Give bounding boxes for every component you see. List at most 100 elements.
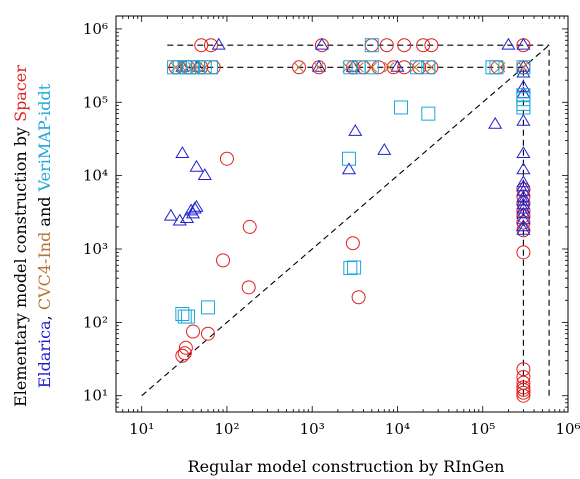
y-tick-label: 10²	[83, 313, 108, 331]
verimap-iddt-point	[203, 60, 218, 75]
verimap-iddt-point	[421, 60, 436, 75]
y-title-part: ,	[35, 310, 54, 320]
cvc4-ind-point	[383, 62, 395, 73]
spacer-point	[379, 38, 394, 53]
y-axis-title: Elementary model construction by Spacer …	[11, 65, 54, 407]
eldarica-point	[516, 193, 531, 206]
eldarica-point	[516, 59, 531, 72]
y-title-part: Eldarica	[35, 320, 54, 388]
verimap-iddt-point	[341, 151, 356, 166]
cvc4-ind-point	[187, 62, 199, 73]
cvc4-ind-point	[518, 62, 529, 73]
eldarica-point	[516, 184, 531, 197]
cvc4-ind-point	[192, 62, 203, 73]
verimap-iddt-point	[364, 60, 379, 75]
eldarica-point	[516, 175, 531, 188]
verimap-iddt-point	[343, 261, 358, 276]
x-tick-label: 10²	[214, 420, 239, 438]
y-title-part: CVC4-Ind	[35, 232, 54, 311]
x-tick-label: 10⁵	[470, 420, 495, 438]
cvc4-ind-point	[313, 62, 325, 73]
spacer-point	[186, 324, 201, 339]
y-tick-label: 10¹	[83, 387, 108, 405]
y-title-part: and	[35, 191, 54, 231]
y-title-part: Elementary model construction by	[11, 122, 30, 407]
spacer-point	[242, 219, 257, 234]
eldarica-point	[348, 124, 363, 136]
x-tick-label: 10¹	[129, 420, 154, 438]
y-tick-label: 10³	[83, 240, 108, 258]
eldarica-point	[516, 219, 531, 232]
cvc4-ind-point	[342, 62, 353, 73]
svg-text:Elementary model construction: Elementary model construction by Spacer	[11, 65, 30, 407]
verimap-iddt-point	[364, 38, 379, 53]
reference-line	[141, 44, 550, 397]
verimap-iddt-point	[343, 60, 358, 75]
cvc4-ind-point	[409, 62, 421, 73]
y-title-part: Spacer	[11, 65, 30, 122]
spacer-point	[178, 340, 193, 355]
eldarica-point	[345, 59, 360, 72]
spacer-point	[194, 38, 209, 53]
spacer-point	[386, 60, 401, 75]
spacer-point	[241, 280, 256, 295]
eldarica-point	[175, 146, 190, 158]
spacer-point	[175, 348, 190, 363]
plot-frame	[115, 15, 569, 413]
verimap-iddt-point	[175, 307, 190, 322]
verimap-iddt-point	[516, 100, 531, 115]
verimap-iddt-point	[201, 300, 216, 315]
eldarica-point	[179, 211, 195, 223]
eldarica-point	[189, 199, 204, 212]
verimap-iddt-point	[181, 309, 196, 324]
spacer-point	[291, 60, 306, 75]
spacer-point	[516, 369, 531, 384]
spacer-point	[516, 375, 531, 390]
eldarica-point	[187, 201, 202, 214]
spacer-point	[516, 245, 531, 260]
spacer-point	[219, 151, 234, 166]
verimap-iddt-point	[347, 260, 362, 275]
spacer-point	[203, 38, 218, 53]
eldarica-point	[516, 206, 531, 219]
eldarica-point	[516, 197, 531, 210]
eldarica-point	[516, 37, 531, 50]
cvc4-ind-point	[353, 62, 364, 73]
y-tick-label: 10⁴	[83, 167, 108, 185]
cvc4-ind-point	[494, 62, 506, 73]
y-tick-label: 10⁵	[83, 93, 108, 111]
eldarica-point	[163, 208, 178, 221]
spacer-point	[216, 253, 231, 268]
eldarica-point	[390, 59, 405, 72]
eldarica-point	[488, 116, 503, 129]
spacer-point	[345, 236, 360, 251]
spacer-point	[516, 362, 531, 377]
x-axis-title: Regular model construction by RInGen	[188, 457, 505, 476]
spacer-point	[351, 290, 366, 305]
eldarica-point	[516, 79, 531, 92]
spacer-point	[201, 326, 216, 341]
cvc4-ind-point	[366, 62, 378, 73]
eldarica-point	[314, 37, 329, 50]
plot-area: 10¹ 10² 10³ 10⁴ 10⁵ 10⁶ 10¹ 10² 10³ 10⁴ 10⁵ 10⁶	[83, 15, 580, 438]
eldarica-point	[341, 162, 357, 175]
verimap-iddt-point	[393, 100, 408, 115]
eldarica-point	[516, 222, 531, 235]
y-tick-label: 10⁶	[83, 20, 108, 38]
spacer-point	[516, 380, 531, 395]
eldarica-point	[377, 143, 392, 155]
eldarica-point	[516, 162, 531, 175]
verimap-iddt-point	[489, 60, 504, 75]
verimap-iddt-point	[410, 60, 425, 75]
verimap-iddt-point	[421, 106, 436, 121]
x-tick-label: 10³	[300, 420, 325, 438]
spacer-point	[416, 38, 431, 53]
eldarica-point	[516, 146, 531, 158]
spacer-point	[516, 385, 531, 400]
cvc4-ind-point	[293, 62, 305, 73]
eldarica-point	[311, 59, 326, 72]
spacer-point	[177, 346, 192, 361]
svg-text:Eldarica, CVC4-Ind and VeriMAP: Eldarica, CVC4-Ind and VeriMAP-iddt	[35, 83, 54, 388]
eldarica-point	[189, 159, 204, 172]
eldarica-point	[211, 37, 226, 50]
